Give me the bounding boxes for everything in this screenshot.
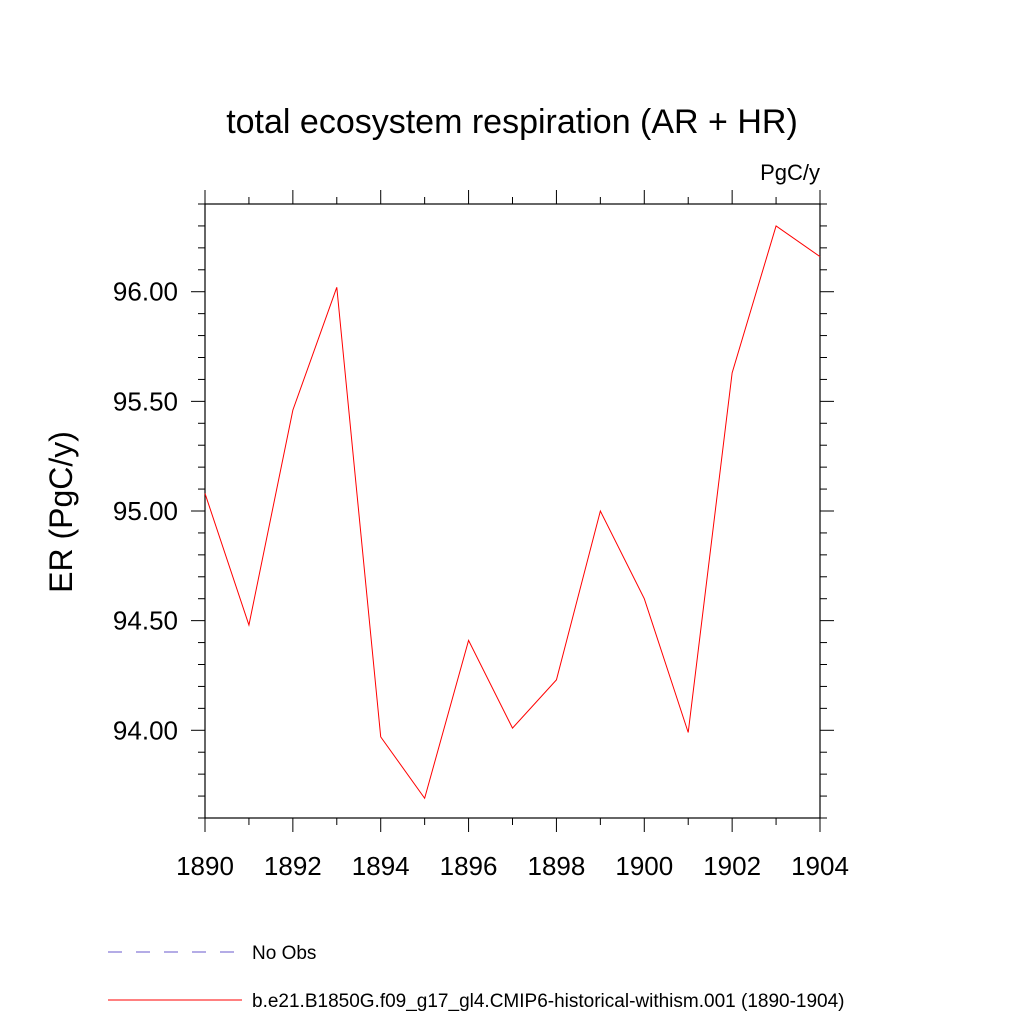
x-tick-label: 1904 [791, 851, 849, 881]
x-tick-label: 1896 [440, 851, 498, 881]
y-axis-label: ER (PgC/y) [43, 431, 79, 593]
x-tick-label: 1890 [176, 851, 234, 881]
legend-label-model: b.e21.B1850G.f09_g17_gl4.CMIP6-historica… [252, 991, 845, 1012]
x-tick-label: 1892 [264, 851, 322, 881]
chart-title: total ecosystem respiration (AR + HR) [226, 103, 798, 141]
x-tick-label: 1894 [352, 851, 410, 881]
x-tick-label: 1900 [615, 851, 673, 881]
plot-frame [204, 203, 821, 819]
y-tick-label: 96.00 [113, 277, 178, 307]
y-tick-label: 95.50 [113, 386, 178, 416]
units-label: PgC/y [760, 160, 820, 185]
legend-label-no-obs: No Obs [252, 943, 316, 964]
legend: No Obs b.e21.B1850G.f09_g17_gl4.CMIP6-hi… [108, 943, 845, 1012]
y-tick-label: 94.50 [113, 606, 178, 636]
x-tick-label: 1898 [528, 851, 586, 881]
series-line-1 [204, 225, 821, 800]
plot-area [204, 225, 821, 800]
x-tick-label: 1902 [703, 851, 761, 881]
axes-group: 1890 1892 1894 1896 1898 1900 1902 1904 94.00 94.… [113, 190, 849, 881]
y-tick-label: 94.00 [113, 715, 178, 745]
y-tick-label: 95.00 [113, 496, 178, 526]
